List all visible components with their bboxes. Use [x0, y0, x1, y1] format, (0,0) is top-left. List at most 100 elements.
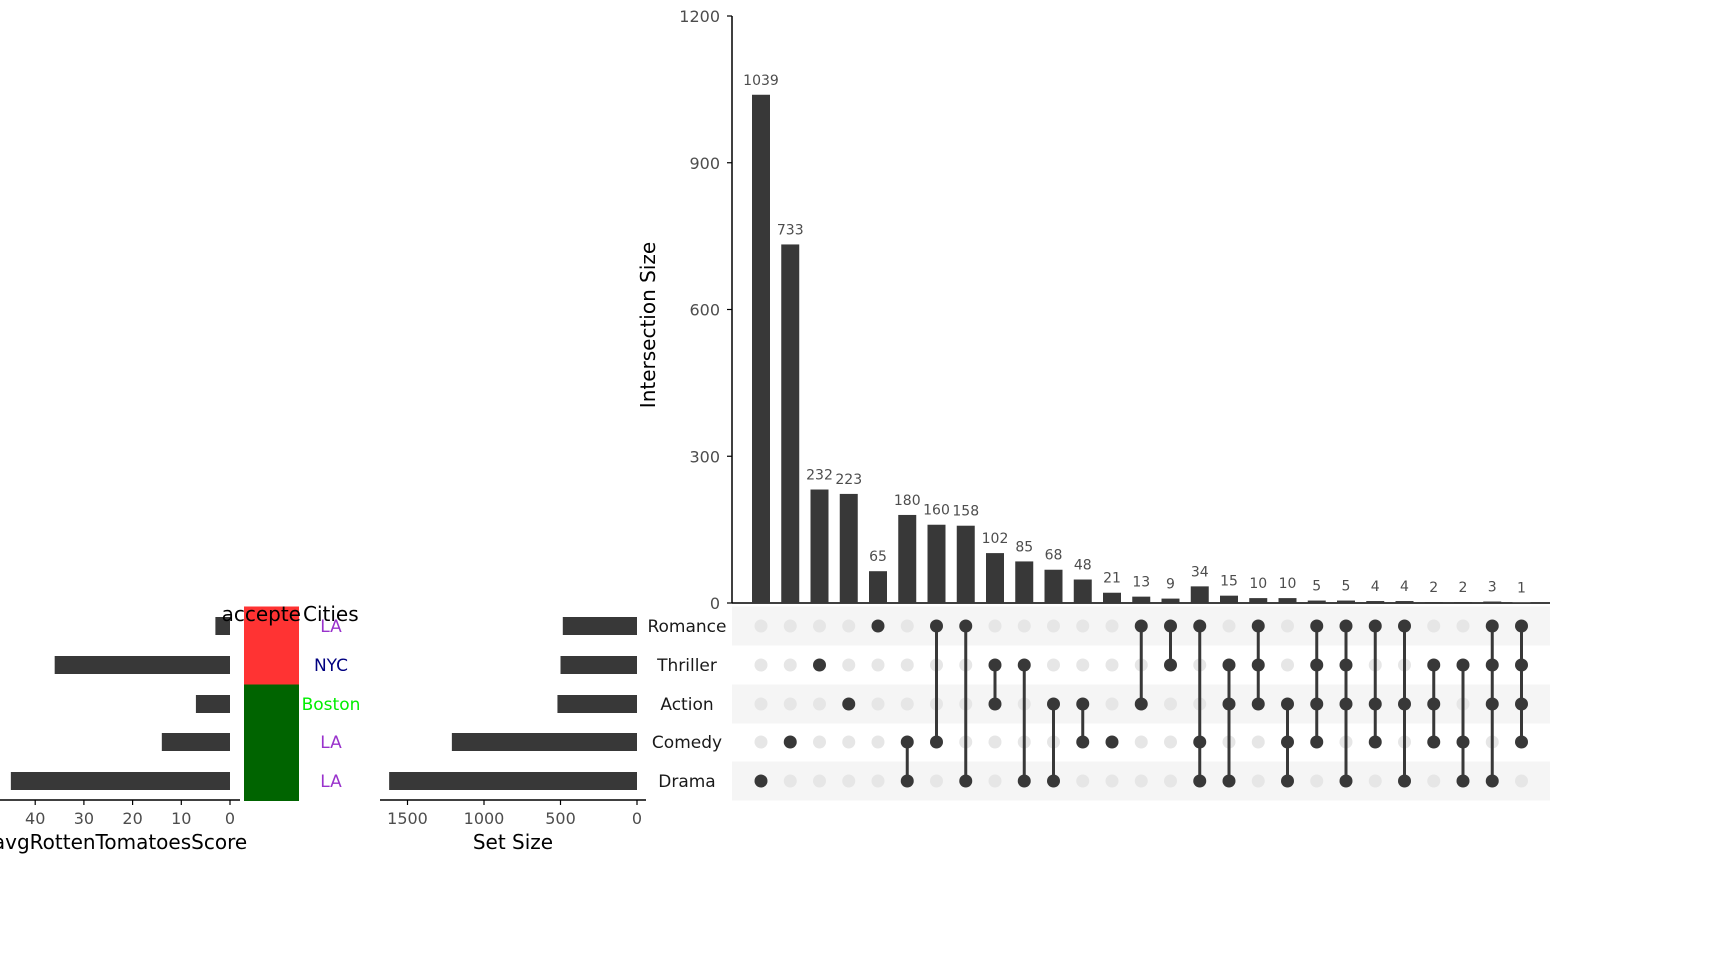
- intersection-bar: [1249, 598, 1268, 603]
- matrix-dot-active: [1368, 619, 1382, 633]
- matrix-dot-active: [988, 697, 1002, 711]
- intersection-size-axis: 0 300 600 900 1200 Intersection Size: [636, 7, 1550, 613]
- matrix-dot-active: [1310, 697, 1324, 711]
- matrix-dot-inactive: [813, 697, 826, 711]
- matrix-dot-active: [930, 735, 943, 749]
- intersection-bar: [1161, 598, 1180, 603]
- intersection-bar-label: 85: [1015, 539, 1033, 555]
- set-size-bar: [560, 656, 637, 674]
- matrix-dot-inactive: [1281, 658, 1294, 672]
- set-size-panel: 1500 1000 500 0 Set Size: [380, 617, 646, 854]
- matrix-dot-active: [959, 619, 973, 633]
- matrix-dot-inactive: [1105, 697, 1119, 711]
- matrix-dot-inactive: [1164, 735, 1177, 749]
- intersection-bar-label: 232: [806, 468, 833, 484]
- matrix-dot-inactive: [988, 774, 1002, 788]
- intersection-y-tick-label: 600: [689, 301, 720, 320]
- intersection-bar: [1278, 598, 1297, 603]
- accepted-cities-title-left: accepte: [222, 602, 301, 626]
- matrix-dot-inactive: [900, 697, 914, 711]
- matrix-dot-active: [1076, 697, 1090, 711]
- matrix-dot-inactive: [813, 735, 826, 749]
- avg-score-panel: 40 30 20 10 0 avgRottenTomatoesScore: [0, 617, 247, 854]
- avg-score-tick-label: 0: [225, 809, 235, 828]
- matrix-dot-active: [988, 658, 1002, 672]
- intersection-bar-label: 48: [1074, 558, 1092, 574]
- matrix-dot-inactive: [1427, 774, 1441, 788]
- intersection-bar-label: 2: [1429, 580, 1438, 596]
- matrix-dot-active: [1281, 697, 1294, 711]
- intersection-bar-label: 10: [1279, 576, 1297, 592]
- matrix-dot-active: [1076, 735, 1090, 749]
- matrix-dot-active: [1281, 774, 1294, 788]
- avg-score-axis-title: avgRottenTomatoesScore: [0, 830, 247, 854]
- matrix-dot-inactive: [842, 619, 856, 633]
- intersection-bar-label: 34: [1191, 564, 1209, 580]
- intersection-bar-label: 180: [894, 493, 921, 509]
- matrix-dot-active: [1164, 619, 1177, 633]
- set-size-tick-label: 0: [632, 809, 642, 828]
- matrix-dot-inactive: [754, 697, 768, 711]
- matrix-dot-active: [783, 735, 797, 749]
- matrix-dot-inactive: [1076, 619, 1090, 633]
- matrix-dot-active: [1105, 735, 1119, 749]
- set-size-tick-label: 500: [545, 809, 576, 828]
- matrix-dot-inactive: [842, 658, 856, 672]
- intersection-bar-label: 5: [1342, 579, 1351, 595]
- intersection-bar: [986, 553, 1004, 603]
- matrix-dot-inactive: [783, 697, 797, 711]
- intersection-y-tick-label: 0: [710, 594, 720, 613]
- matrix-dot-active: [813, 658, 826, 672]
- intersection-bar-label: 10: [1249, 576, 1267, 592]
- matrix-dot-inactive: [900, 619, 914, 633]
- city-color-tile: [244, 684, 299, 724]
- matrix-dot-active: [1047, 774, 1060, 788]
- matrix-dot-inactive: [871, 658, 885, 672]
- intersection-bar-label: 3: [1488, 580, 1497, 596]
- matrix-dot-inactive: [813, 619, 826, 633]
- matrix-dot-active: [1339, 774, 1353, 788]
- avg-score-bar: [195, 695, 230, 713]
- matrix-dot-active: [1134, 619, 1148, 633]
- matrix-dot-inactive: [1427, 619, 1441, 633]
- avg-score-bar: [54, 656, 231, 674]
- set-membership-matrix: [754, 619, 1528, 788]
- intersection-bar-label: 1039: [743, 73, 779, 89]
- matrix-dot-active: [1310, 619, 1324, 633]
- matrix-dot-active: [842, 697, 856, 711]
- matrix-dot-inactive: [988, 735, 1002, 749]
- intersection-bar: [1132, 596, 1151, 603]
- matrix-dot-active: [1398, 697, 1411, 711]
- intersection-size-axis-title: Intersection Size: [636, 242, 660, 408]
- set-label: Comedy: [652, 733, 722, 753]
- matrix-dot-active: [1047, 697, 1060, 711]
- intersection-bar: [839, 493, 858, 603]
- matrix-dot-active: [1222, 774, 1236, 788]
- intersection-bar-label: 15: [1220, 574, 1238, 590]
- city-label: LA: [320, 733, 342, 753]
- intersection-bar: [1366, 601, 1385, 603]
- avg-score-tick-label: 40: [25, 809, 45, 828]
- intersection-bar: [1073, 579, 1092, 603]
- matrix-dot-active: [1368, 735, 1382, 749]
- intersection-y-tick-label: 300: [689, 447, 720, 466]
- set-size-bar: [389, 772, 637, 790]
- matrix-dot-active: [1193, 735, 1207, 749]
- intersection-bar: [1307, 600, 1326, 603]
- intersection-bar-label: 5: [1312, 579, 1321, 595]
- matrix-dot-active: [1515, 619, 1528, 633]
- matrix-dot-inactive: [1456, 619, 1470, 633]
- intersection-y-tick-label: 900: [689, 154, 720, 173]
- intersection-bar: [781, 244, 800, 603]
- matrix-dot-active: [1427, 658, 1441, 672]
- matrix-dot-inactive: [754, 619, 768, 633]
- intersection-bar: [869, 571, 887, 603]
- set-size-tick-label: 1500: [387, 809, 428, 828]
- matrix-dot-inactive: [842, 774, 856, 788]
- intersection-bar: [1015, 561, 1034, 603]
- intersection-bar: [1220, 595, 1238, 603]
- matrix-dot-active: [1485, 658, 1499, 672]
- set-size-tick-label: 1000: [464, 809, 505, 828]
- matrix-dot-inactive: [1105, 774, 1119, 788]
- matrix-dot-active: [1222, 697, 1236, 711]
